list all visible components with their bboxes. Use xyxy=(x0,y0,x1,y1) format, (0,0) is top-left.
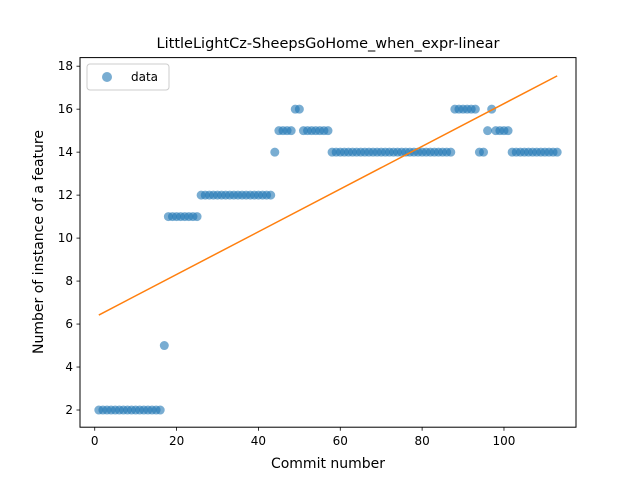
y-axis-label: Number of instance of a feature xyxy=(31,130,47,354)
data-point xyxy=(159,341,169,351)
y-tick-label: 14 xyxy=(58,145,73,159)
data-point xyxy=(286,126,296,136)
y-tick-label: 16 xyxy=(58,102,73,116)
x-axis-label: Commit number xyxy=(271,456,385,472)
y-tick-label: 10 xyxy=(58,231,73,245)
y-tick-label: 2 xyxy=(65,403,73,417)
data-point xyxy=(155,405,165,415)
y-axis-ticks: 2 4 6 8 10 12 14 16 18 xyxy=(58,59,80,417)
chart-title: LittleLightCz-SheepsGoHome_when_expr-lin… xyxy=(157,36,500,52)
x-tick-label: 40 xyxy=(251,434,266,448)
y-tick-label: 6 xyxy=(65,317,73,331)
y-tick-label: 12 xyxy=(58,188,73,202)
y-tick-label: 18 xyxy=(58,59,73,73)
x-tick-label: 20 xyxy=(169,434,184,448)
data-point xyxy=(503,126,513,136)
data-point xyxy=(266,190,276,200)
legend-box xyxy=(86,63,170,91)
data-point xyxy=(446,147,456,157)
plot-area xyxy=(94,75,562,415)
data-point xyxy=(483,126,493,136)
x-axis-ticks: 0 20 40 60 80 100 xyxy=(91,427,516,448)
axes-frame xyxy=(79,57,577,428)
x-tick-label: 60 xyxy=(333,434,348,448)
trend-line xyxy=(98,75,558,316)
data-point xyxy=(294,104,304,114)
data-point xyxy=(552,147,562,157)
legend-marker-data xyxy=(102,72,112,82)
x-tick-label: 100 xyxy=(493,434,516,448)
legend: data xyxy=(86,63,170,91)
data-point xyxy=(192,212,202,222)
data-point xyxy=(470,104,480,114)
x-tick-label: 80 xyxy=(414,434,429,448)
y-tick-label: 8 xyxy=(65,274,73,288)
x-tick-label: 0 xyxy=(91,434,99,448)
legend-label-data: data xyxy=(131,70,158,84)
data-point xyxy=(479,147,489,157)
y-tick-label: 4 xyxy=(65,360,73,374)
data-point xyxy=(270,147,280,157)
data-point xyxy=(323,126,333,136)
